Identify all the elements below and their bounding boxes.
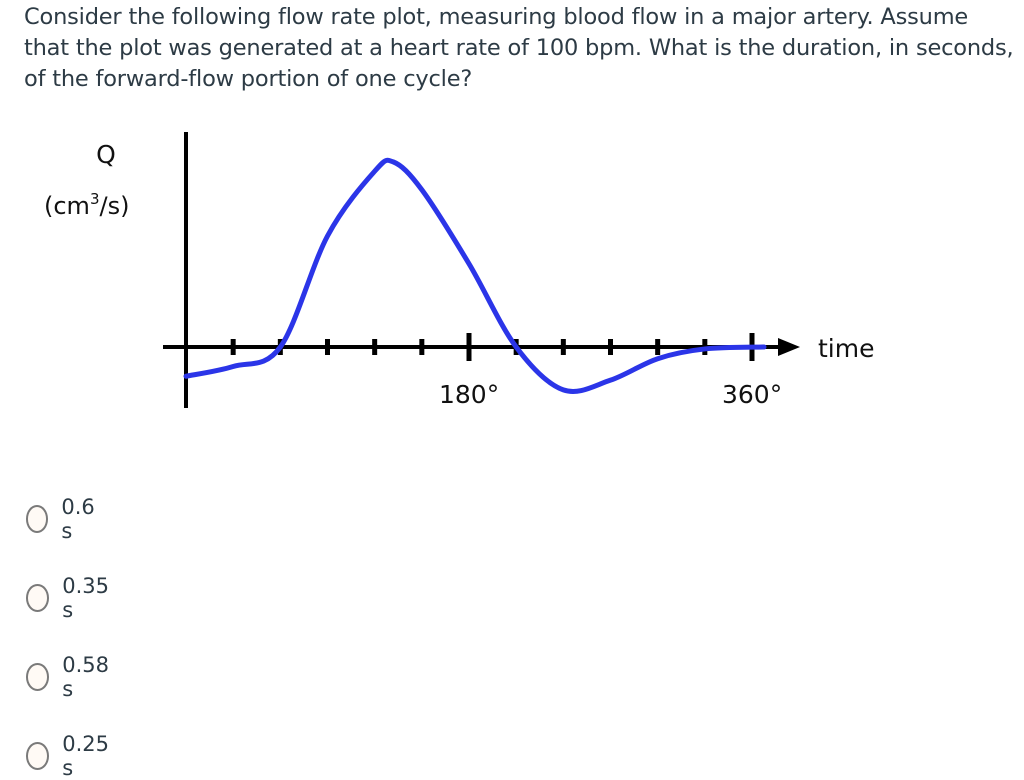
answer-label: 0.58 s: [62, 653, 109, 701]
y-axis-units: (cm3/s): [44, 190, 130, 220]
flow-rate-chart: [163, 132, 800, 408]
answer-label: 0.25 s: [62, 732, 109, 780]
x-axis-arrow-icon: [778, 338, 800, 356]
answer-option[interactable]: 0.25 s: [26, 732, 114, 780]
x-tick-label: 180°: [439, 380, 500, 409]
question-text: Consider the following flow rate plot, m…: [24, 4, 1014, 92]
y-axis-symbol: Q: [96, 140, 116, 169]
x-axis-label: time: [818, 334, 875, 363]
axes: [163, 132, 800, 408]
radio-button[interactable]: [26, 742, 50, 770]
x-tick-label: 360°: [722, 380, 783, 409]
radio-button[interactable]: [26, 505, 49, 533]
answer-label: 0.35 s: [62, 574, 109, 622]
radio-button[interactable]: [26, 584, 50, 612]
answer-label: 0.6 s: [61, 495, 95, 543]
answer-option[interactable]: 0.6 s: [26, 495, 100, 543]
answer-option[interactable]: 0.58 s: [26, 653, 114, 701]
flow-curve-line: [183, 157, 767, 394]
answer-option[interactable]: 0.35 s: [26, 574, 114, 622]
flow-curve: [183, 157, 767, 394]
radio-button[interactable]: [26, 663, 50, 691]
